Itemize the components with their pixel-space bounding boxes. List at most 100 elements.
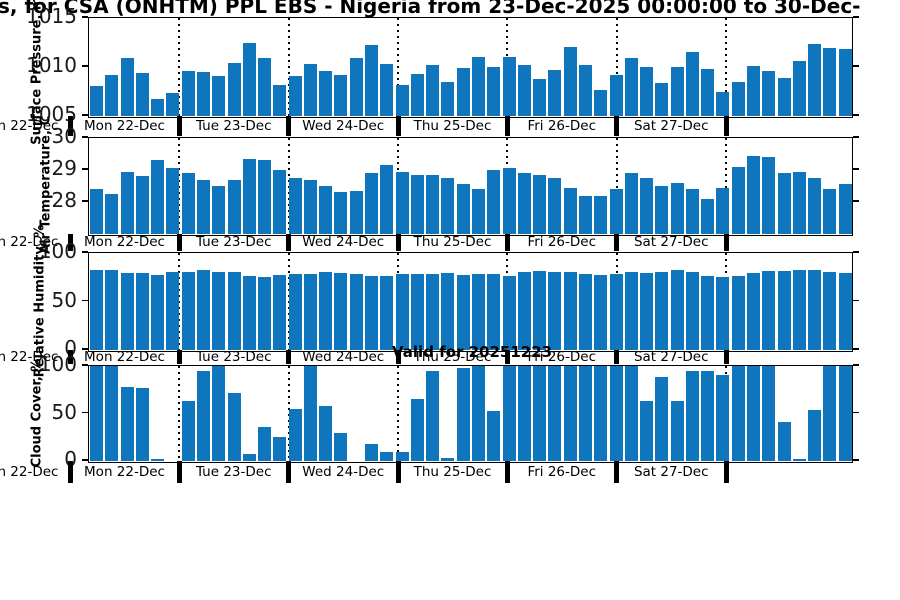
day-label-clipped: Mon 22-Dec: [0, 464, 59, 480]
day-label-clipped: Mon 22-Dec: [0, 234, 59, 250]
ytick-mark: [853, 65, 859, 67]
bar: [380, 276, 394, 350]
ytick-mark: [82, 65, 88, 67]
day-label: Mon 22-Dec: [84, 234, 165, 250]
bar: [762, 366, 776, 461]
ytick-label: 1005: [26, 102, 77, 127]
bar: [181, 173, 195, 234]
bar: [517, 173, 531, 234]
bar: [334, 273, 348, 350]
bar: [395, 274, 409, 350]
bar: [380, 64, 394, 116]
bar: [808, 178, 822, 234]
bar: [609, 74, 623, 116]
day-label: Fri 26-Dec: [527, 464, 597, 480]
bar: [288, 408, 302, 461]
ytick-mark: [853, 348, 859, 350]
bar: [242, 158, 256, 234]
bar: [701, 276, 715, 350]
bar: [808, 409, 822, 461]
day-tick-mark: [614, 116, 619, 136]
bar: [395, 171, 409, 234]
day-boundary-gridline: [615, 18, 618, 116]
bar: [472, 189, 485, 234]
day-tick-mark: [67, 461, 73, 483]
bar: [701, 68, 715, 116]
bar: [747, 155, 761, 234]
bar: [670, 270, 684, 350]
bar: [288, 274, 302, 350]
bar: [441, 178, 455, 234]
bar: [762, 70, 776, 116]
ytick-mark: [853, 16, 859, 18]
bar: [151, 275, 165, 350]
bar: [349, 274, 363, 350]
bar: [808, 44, 822, 116]
bar: [792, 270, 806, 350]
bar: [303, 274, 317, 350]
bar: [655, 272, 669, 350]
ytick-label: 100: [38, 352, 77, 377]
bar: [151, 459, 165, 461]
ytick-label: 50: [51, 399, 77, 424]
bar: [319, 186, 333, 234]
subplot-3: [88, 252, 853, 352]
bar: [823, 48, 837, 116]
bar: [533, 366, 547, 461]
day-label: Wed 24-Dec: [302, 464, 385, 480]
bar: [181, 272, 195, 350]
bar: [640, 273, 654, 350]
bar: [273, 275, 287, 350]
bar: [196, 370, 210, 461]
bar: [685, 272, 699, 350]
day-label: Tue 23-Dec: [195, 118, 272, 134]
bar: [701, 370, 715, 461]
ytick-mark: [82, 168, 88, 170]
day-label-clipped: Mon 22-Dec: [0, 118, 59, 134]
bar: [594, 275, 608, 350]
day-tick-mark: [67, 116, 73, 136]
bar: [303, 179, 317, 234]
day-tick-mark: [614, 350, 619, 364]
day-label: Mon 22-Dec: [84, 349, 165, 365]
day-tick-mark: [286, 461, 291, 483]
bar: [548, 69, 562, 116]
bar: [212, 186, 226, 234]
bar: [273, 170, 287, 234]
day-label: Sat 27-Dec: [633, 234, 709, 250]
day-label: Wed 24-Dec: [302, 349, 385, 365]
bar: [410, 274, 424, 350]
day-boundary-gridline: [287, 138, 290, 234]
ytick-mark: [853, 251, 859, 253]
bar: [701, 198, 715, 234]
bar: [105, 194, 119, 234]
bar: [563, 47, 577, 116]
bar: [135, 72, 149, 116]
bar: [792, 61, 806, 116]
bar: [90, 85, 103, 116]
bar: [166, 93, 180, 116]
bar: [258, 160, 272, 234]
bar: [242, 276, 256, 350]
bar: [426, 65, 440, 116]
bar: [441, 81, 455, 116]
bar: [548, 366, 562, 461]
bar: [594, 366, 608, 461]
bar: [273, 84, 287, 116]
bar: [624, 366, 638, 461]
bar: [135, 387, 149, 461]
ytick-label: 30: [51, 124, 77, 149]
bar: [777, 173, 791, 234]
bar: [258, 426, 272, 461]
day-boundary-gridline: [397, 366, 399, 461]
bar: [823, 189, 837, 234]
bar: [105, 366, 119, 461]
bar: [533, 174, 547, 234]
bar: [502, 276, 516, 350]
bar: [426, 274, 440, 350]
bar: [380, 165, 394, 234]
ytick-mark: [82, 114, 88, 116]
day-label: Tue 23-Dec: [195, 464, 272, 480]
day-boundary-gridline: [287, 18, 290, 116]
